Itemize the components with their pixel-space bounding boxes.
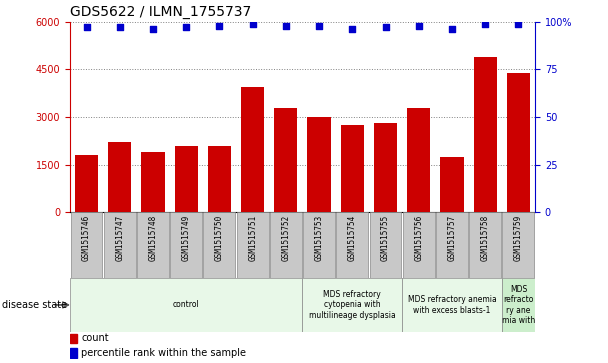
Text: GSM1515752: GSM1515752 <box>282 214 291 261</box>
Text: MDS refractory anemia
with excess blasts-1: MDS refractory anemia with excess blasts… <box>407 295 496 315</box>
Bar <box>474 57 497 212</box>
Bar <box>241 87 264 212</box>
Text: GSM1515758: GSM1515758 <box>481 214 489 261</box>
Text: GSM1515759: GSM1515759 <box>514 214 523 261</box>
Bar <box>104 212 136 278</box>
Bar <box>108 143 131 212</box>
Text: GSM1515755: GSM1515755 <box>381 214 390 261</box>
Text: GSM1515747: GSM1515747 <box>116 214 124 261</box>
Bar <box>507 73 530 212</box>
Bar <box>71 212 103 278</box>
Point <box>480 21 490 26</box>
Point <box>414 23 424 29</box>
Bar <box>170 212 202 278</box>
Text: GDS5622 / ILMN_1755737: GDS5622 / ILMN_1755737 <box>70 5 251 19</box>
Bar <box>174 146 198 212</box>
Point <box>248 21 258 26</box>
Text: GSM1515753: GSM1515753 <box>314 214 323 261</box>
Text: GSM1515757: GSM1515757 <box>447 214 457 261</box>
Point <box>181 25 191 30</box>
Point <box>381 25 390 30</box>
Bar <box>336 212 368 278</box>
Bar <box>402 278 502 332</box>
Bar <box>70 334 77 343</box>
Bar <box>70 348 77 358</box>
Text: control: control <box>173 301 199 309</box>
Text: count: count <box>81 333 109 343</box>
Bar <box>340 125 364 212</box>
Text: MDS
refracto
ry ane
mia with: MDS refracto ry ane mia with <box>502 285 535 325</box>
Bar <box>204 212 235 278</box>
Bar <box>137 212 169 278</box>
Point <box>314 23 324 29</box>
Bar <box>302 278 402 332</box>
Text: GSM1515751: GSM1515751 <box>248 214 257 261</box>
Bar <box>270 212 302 278</box>
Text: percentile rank within the sample: percentile rank within the sample <box>81 348 246 358</box>
Text: disease state: disease state <box>2 300 67 310</box>
Bar <box>274 107 297 212</box>
Bar <box>374 123 397 212</box>
Bar <box>70 278 302 332</box>
Bar <box>407 107 430 212</box>
Text: GSM1515754: GSM1515754 <box>348 214 357 261</box>
Bar <box>208 146 231 212</box>
Point <box>281 23 291 29</box>
Text: GSM1515756: GSM1515756 <box>414 214 423 261</box>
Bar <box>502 212 534 278</box>
Bar <box>237 212 269 278</box>
Bar <box>141 152 165 212</box>
Point <box>347 26 357 32</box>
Bar <box>303 212 335 278</box>
Bar <box>469 212 501 278</box>
Text: GSM1515746: GSM1515746 <box>82 214 91 261</box>
Text: GSM1515748: GSM1515748 <box>148 214 157 261</box>
Bar <box>502 278 535 332</box>
Text: GSM1515749: GSM1515749 <box>182 214 191 261</box>
Point <box>215 23 224 29</box>
Point <box>148 26 158 32</box>
Bar <box>308 117 331 212</box>
Point <box>115 25 125 30</box>
Text: GSM1515750: GSM1515750 <box>215 214 224 261</box>
Bar <box>403 212 435 278</box>
Bar <box>370 212 401 278</box>
Text: MDS refractory
cytopenia with
multilineage dysplasia: MDS refractory cytopenia with multilinea… <box>309 290 396 320</box>
Bar <box>75 155 98 212</box>
Point <box>514 21 523 26</box>
Bar <box>440 157 464 212</box>
Point <box>447 26 457 32</box>
Bar <box>436 212 468 278</box>
Point <box>81 25 91 30</box>
